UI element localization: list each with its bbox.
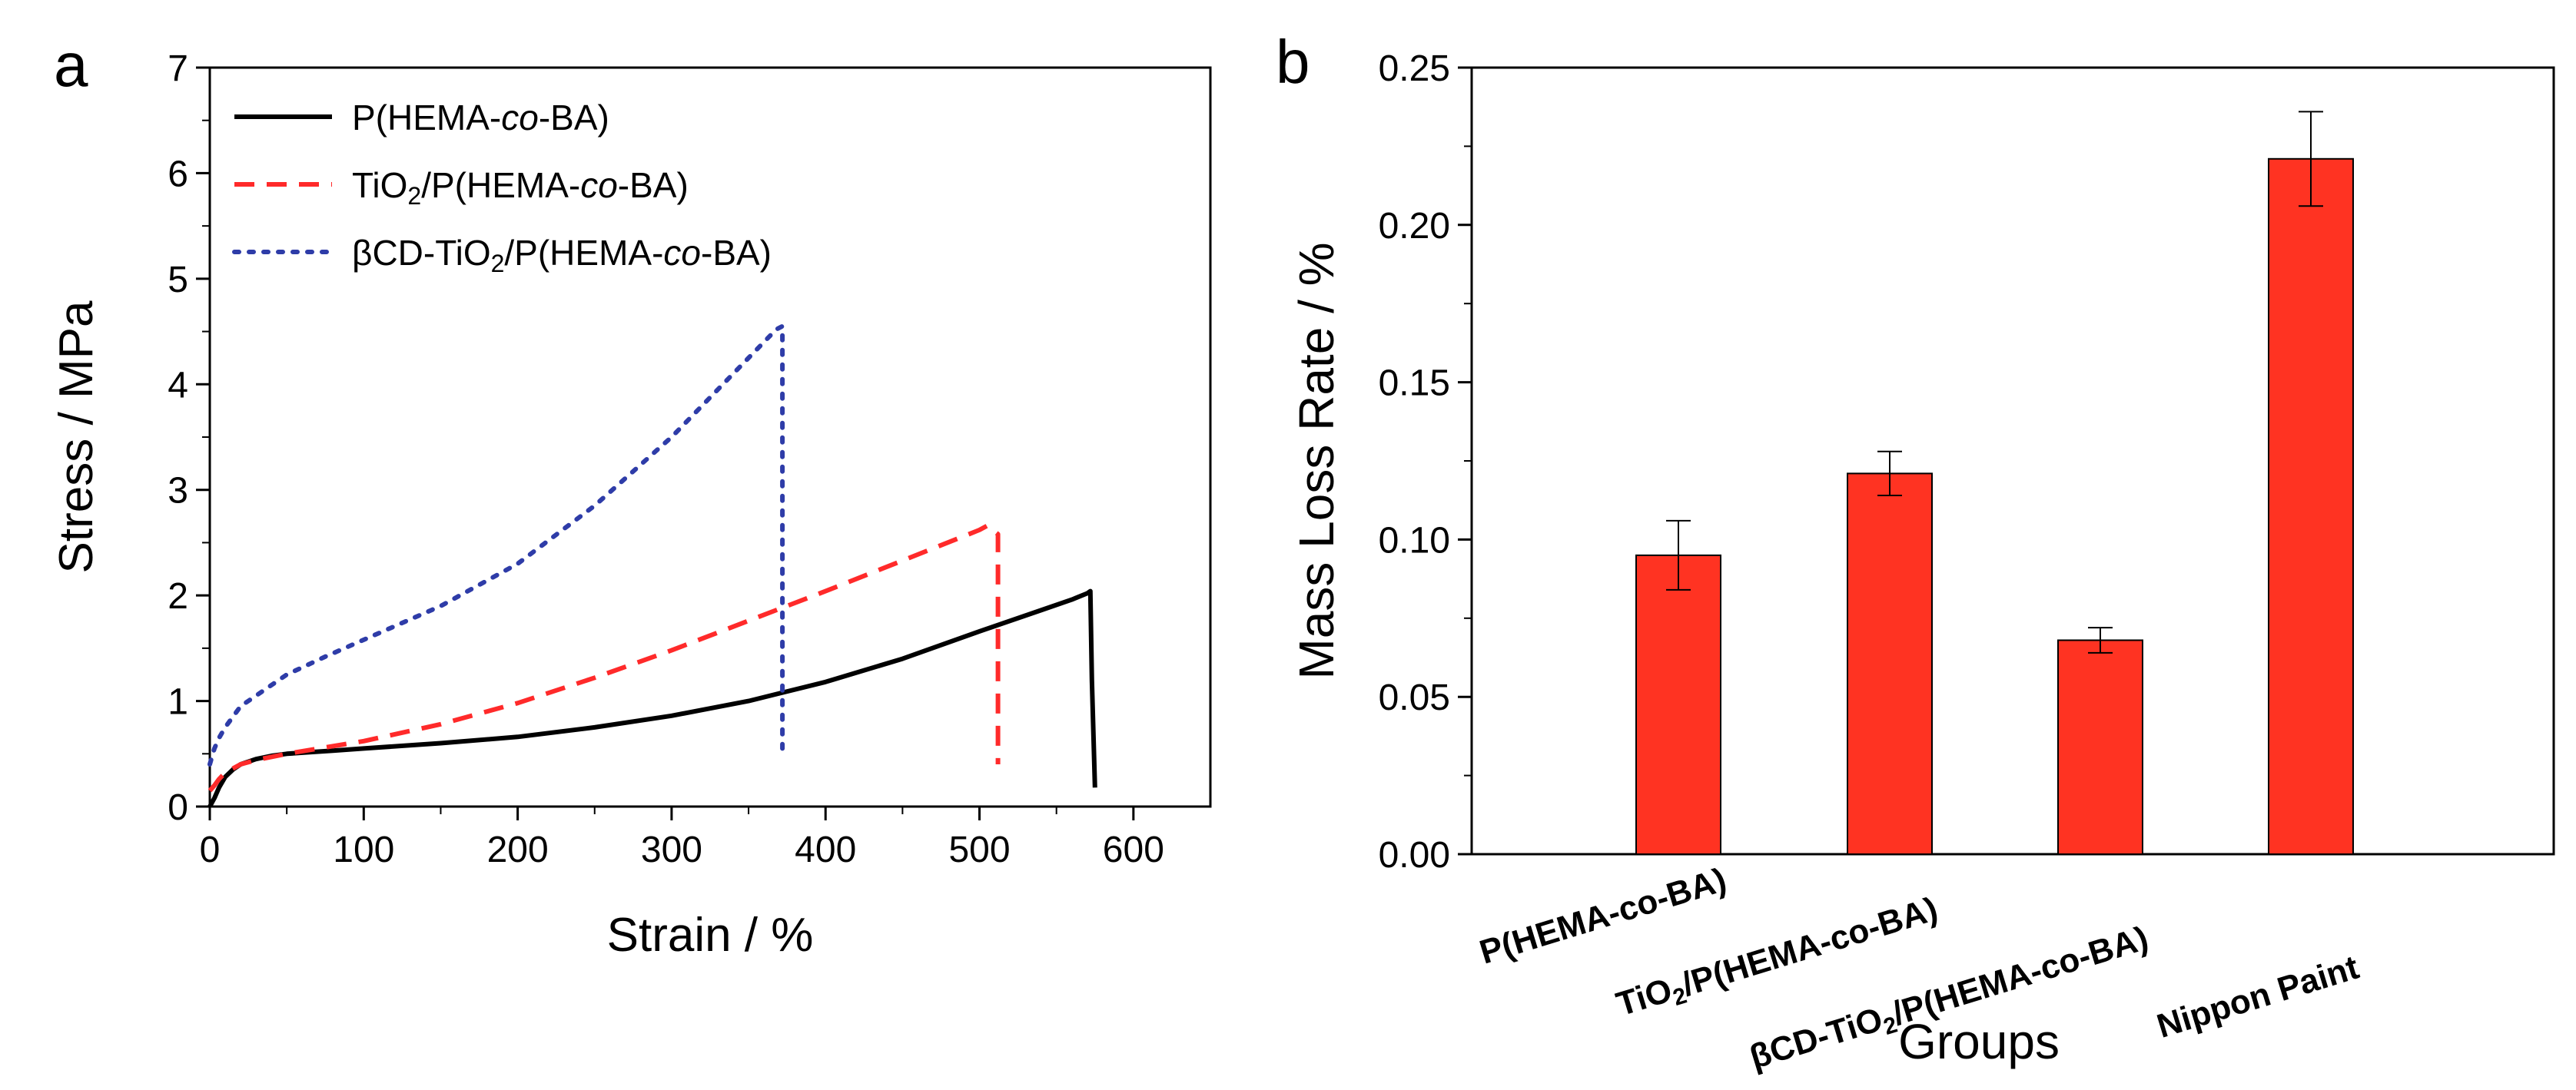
y-tick-label: 6 [168, 154, 188, 194]
bar-4 [2268, 157, 2354, 855]
legend-label-2: TiO2/P(HEMA-co-BA) [352, 165, 689, 210]
x-tick-label: 500 [948, 830, 1010, 870]
panel-b-label: b [1276, 28, 1310, 96]
y-tick-label: 0 [168, 787, 188, 828]
x-tick-label: 300 [641, 830, 702, 870]
y-tick-label: 0.10 [1379, 520, 1450, 561]
series-line-1 [207, 588, 1097, 808]
panel-b-bars [1635, 111, 2354, 855]
bar-3 [2057, 639, 2143, 855]
legend-label-3: βCD-TiO2/P(HEMA-co-BA) [352, 233, 772, 277]
category-label-4: Nippon Paint [2153, 949, 2363, 1045]
x-tick-label: 0 [200, 830, 221, 870]
series-line-2 [207, 523, 1001, 793]
category-label-1: P(HEMA-co-BA) [1476, 861, 1731, 972]
y-tick-label: 0.15 [1379, 363, 1450, 404]
x-tick-label: 600 [1103, 830, 1164, 870]
panel-b-y-axis-title: Mass Loss Rate / % [1289, 242, 1344, 679]
x-tick-label: 400 [795, 830, 856, 870]
legend-label-1: P(HEMA-co-BA) [352, 98, 609, 137]
y-tick-label: 2 [168, 576, 188, 617]
panel-a-x-axis-title: Strain / % [607, 909, 814, 962]
panel-a-line-chart: a 0 100 200 300 400 500 600 0 1 2 3 4 5 6 7 P(HEMA-co-… [50, 31, 1212, 962]
panel-b-bar-chart: b 0.00 0.05 0.10 0.15 0.20 0.25 P(HEMA-co-BA)… [1276, 28, 2555, 1076]
bar-1 [1635, 554, 1721, 855]
y-tick-label: 0.00 [1379, 835, 1450, 876]
panel-a-series [207, 323, 1097, 808]
panel-a-axes: 0 100 200 300 400 500 600 0 1 2 3 4 5 6 7 [168, 48, 1164, 870]
panel-a-legend: P(HEMA-co-BA) TiO2/P(HEMA-co-BA) βCD-TiO2/… [232, 98, 772, 277]
y-tick-label: 0.25 [1379, 48, 1450, 89]
panel-b-plot-frame [1470, 66, 2555, 856]
panel-a-label: a [54, 31, 88, 99]
panel-b-x-axis-title: Groups [1898, 1014, 2060, 1069]
bar-2 [1847, 472, 1933, 855]
y-tick-label: 1 [168, 682, 188, 723]
y-tick-label: 7 [168, 48, 188, 89]
y-tick-label: 5 [168, 260, 188, 300]
y-tick-label: 0.20 [1379, 206, 1450, 247]
y-tick-label: 0.05 [1379, 678, 1450, 718]
x-tick-label: 100 [333, 830, 394, 870]
y-tick-label: 4 [168, 365, 188, 406]
x-tick-label: 200 [487, 830, 549, 870]
series-line-3 [207, 323, 785, 767]
panel-b-axes: 0.00 0.05 0.10 0.15 0.20 0.25 [1379, 48, 2353, 876]
panel-a-y-axis-title: Stress / MPa [50, 300, 103, 573]
y-tick-label: 3 [168, 471, 188, 512]
